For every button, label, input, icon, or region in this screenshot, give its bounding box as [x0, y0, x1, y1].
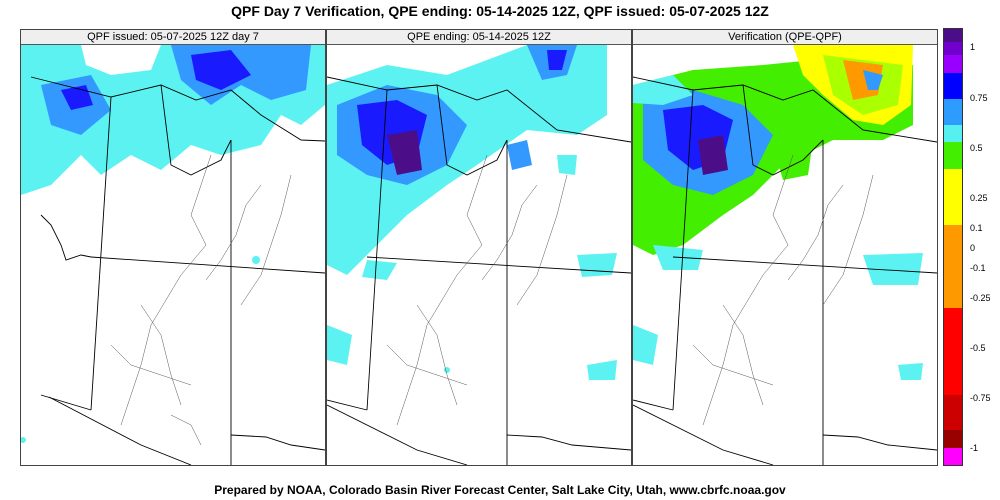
legend-tick-label: 0	[970, 243, 976, 253]
legend-swatch	[944, 225, 962, 309]
legend-swatch	[944, 72, 962, 99]
precip-overlay	[21, 45, 325, 443]
legend-swatch	[944, 124, 962, 143]
precip-overlay	[327, 45, 617, 380]
legend-swatch	[944, 42, 962, 56]
qpf-panel-header: QPF issued: 05-07-2025 12Z day 7	[21, 30, 325, 45]
state-boundaries	[30, 76, 325, 465]
legend-tick-label: 0.25	[970, 193, 988, 203]
state-boundaries	[633, 76, 937, 465]
river-network	[110, 154, 292, 446]
legend-tick-label: -1	[970, 443, 979, 453]
verification-panel-header: Verification (QPE-QPF)	[633, 30, 937, 45]
legend-tick-label: -0.25	[970, 293, 991, 303]
river-network	[386, 154, 568, 426]
legend-swatch	[944, 168, 962, 226]
page-title: QPF Day 7 Verification, QPE ending: 05-1…	[231, 3, 769, 19]
legend-tick-label: 0.75	[970, 93, 988, 103]
legend-tick-label: -0.75	[970, 393, 991, 403]
qpf-map	[21, 45, 325, 465]
legend-swatch	[944, 142, 962, 169]
legend-swatch	[944, 55, 962, 73]
qpf-panel: QPF issued: 05-07-2025 12Z day 7	[20, 29, 326, 466]
legend-swatch	[944, 447, 962, 465]
legend-swatch	[944, 395, 962, 431]
legend-swatch	[944, 29, 962, 43]
river-network	[692, 154, 874, 426]
legend-tick-label: -0.1	[970, 263, 986, 273]
legend-tick-label: 1	[970, 42, 976, 52]
legend-tick-label: -0.5	[970, 343, 986, 353]
qpe-panel: QPE ending: 05-14-2025 12Z	[326, 29, 632, 466]
footer-credit: Prepared by NOAA, Colorado Basin River F…	[214, 483, 786, 497]
state-boundaries	[327, 76, 631, 465]
color-legend	[943, 28, 963, 466]
legend-swatch	[944, 308, 962, 396]
qpe-map	[327, 45, 631, 465]
legend-tick-label: 0.5	[970, 143, 983, 153]
legend-tick-label: 0.1	[970, 223, 983, 233]
legend-swatch	[944, 430, 962, 448]
verification-panel: Verification (QPE-QPF)	[632, 29, 938, 466]
diff-overlay	[633, 45, 923, 380]
qpe-panel-header: QPE ending: 05-14-2025 12Z	[327, 30, 631, 45]
legend-swatch	[944, 98, 962, 125]
verification-map	[633, 45, 937, 465]
